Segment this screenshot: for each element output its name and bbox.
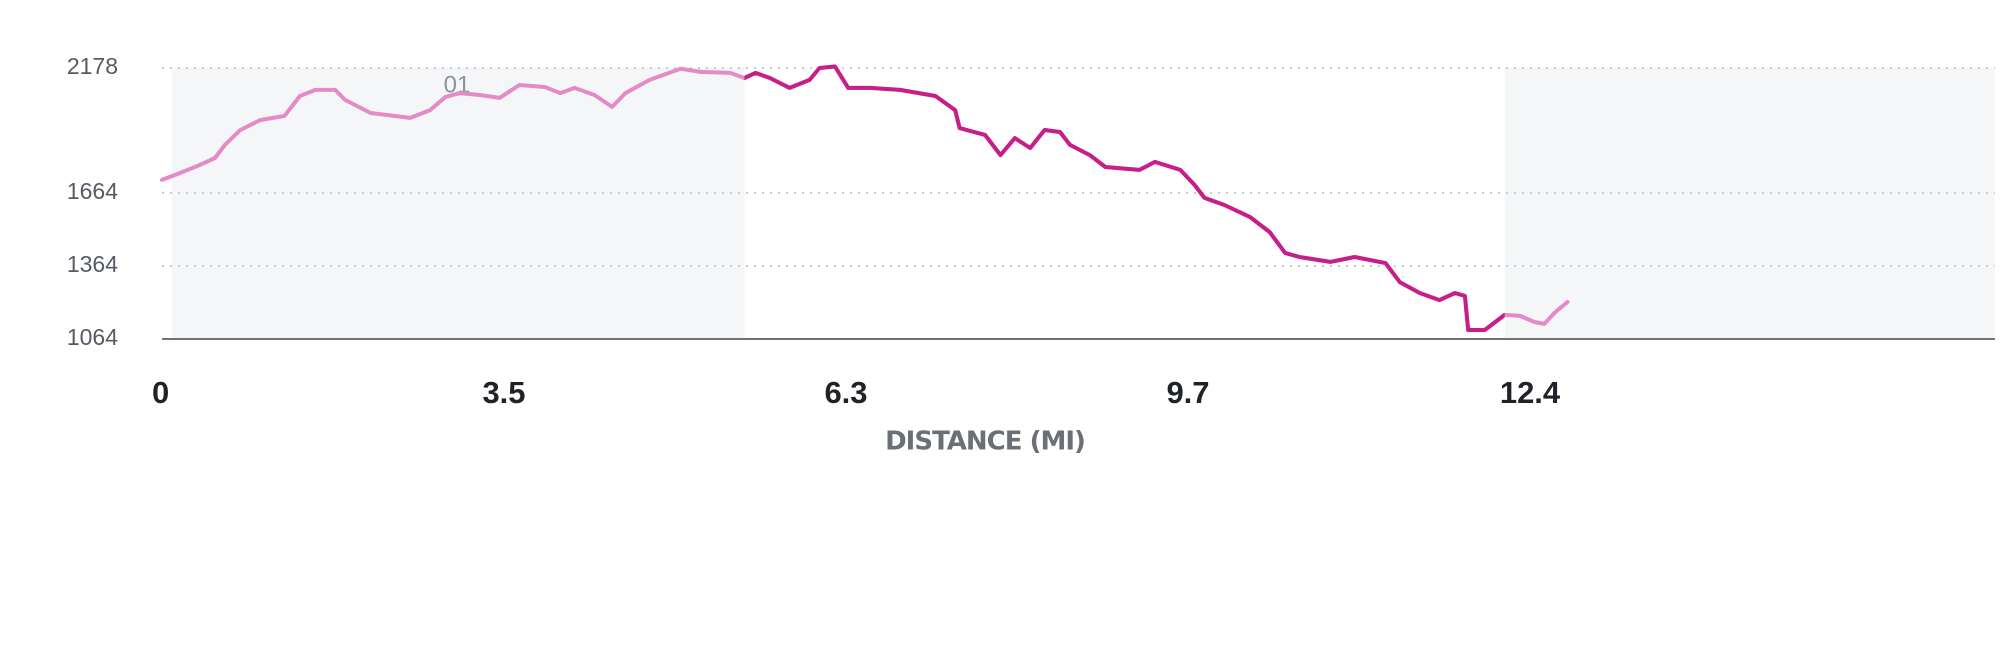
x-tick-label: 12.4 (1500, 375, 1561, 410)
x-axis-label: DISTANCE (MI) (885, 427, 1085, 457)
x-tick-label: 6.3 (824, 375, 867, 410)
x-tick-label: 0 (152, 375, 169, 410)
y-tick-label: 1364 (67, 251, 118, 277)
y-tick-label: 2178 (67, 53, 118, 79)
elevation-line-selected (744, 64, 1505, 332)
x-tick-label: 3.5 (482, 375, 525, 410)
y-tick-label: 1664 (67, 178, 118, 204)
unselected-region (1504, 68, 1995, 339)
unselected-region (172, 68, 745, 339)
y-tick-label: 1064 (67, 324, 118, 350)
x-tick-label: 9.7 (1166, 375, 1209, 410)
